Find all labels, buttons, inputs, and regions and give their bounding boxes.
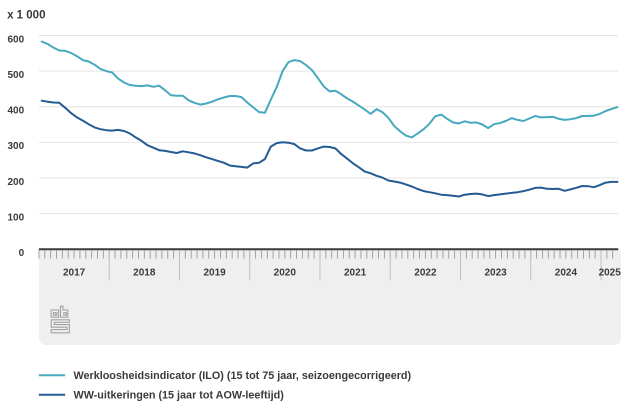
svg-text:200: 200 [8,177,25,188]
svg-text:2018: 2018 [133,267,156,278]
svg-text:2024: 2024 [555,267,578,278]
svg-text:Werkloosheidsindicator (ILO) (: Werkloosheidsindicator (ILO) (15 tot 75 … [74,370,412,382]
svg-text:600: 600 [8,34,25,45]
svg-text:300: 300 [8,141,25,152]
svg-text:2025: 2025 [599,267,622,278]
svg-text:2021: 2021 [344,267,367,278]
svg-text:2022: 2022 [414,267,437,278]
svg-text:100: 100 [8,212,25,223]
svg-text:0: 0 [19,248,25,259]
svg-text:x 1 000: x 1 000 [7,9,45,21]
svg-text:2023: 2023 [484,267,507,278]
svg-text:2019: 2019 [203,267,226,278]
svg-text:500: 500 [8,70,25,81]
svg-text:WW-uitkeringen (15 jaar tot AO: WW-uitkeringen (15 jaar tot AOW-leeftijd… [74,390,285,402]
svg-text:2020: 2020 [274,267,297,278]
svg-text:400: 400 [8,106,25,117]
svg-text:2017: 2017 [63,267,86,278]
